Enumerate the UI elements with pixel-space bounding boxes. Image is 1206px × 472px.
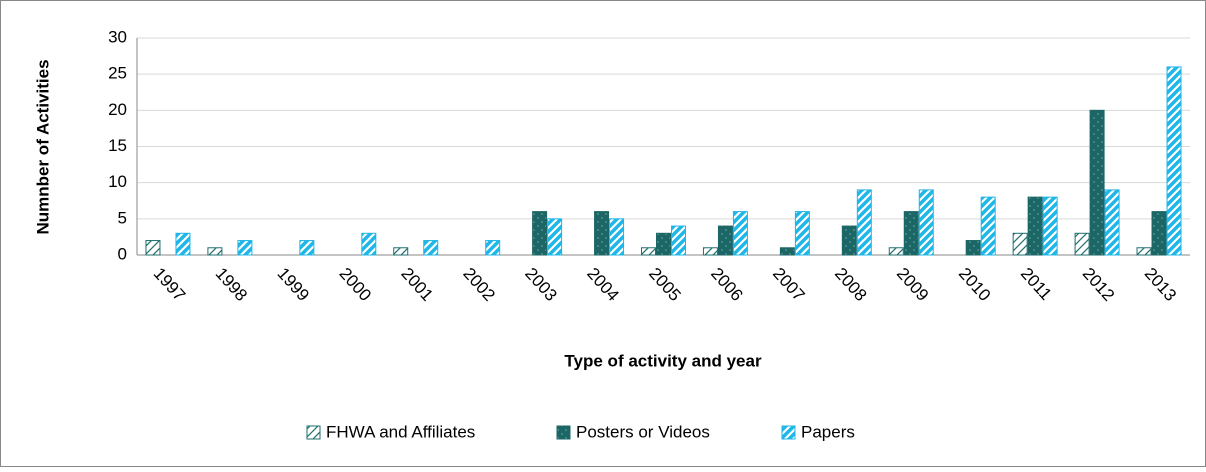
- bar: [779, 247, 795, 256]
- bar: [641, 247, 656, 256]
- bar: [1089, 109, 1105, 256]
- bar: [1104, 189, 1120, 256]
- bar: [888, 247, 904, 256]
- bar: [532, 211, 548, 256]
- y-tick-label: 20: [108, 100, 127, 119]
- bar: [671, 225, 686, 256]
- bar: [1166, 66, 1182, 256]
- bar: [175, 232, 191, 256]
- bar: [656, 232, 671, 256]
- y-tick-label: 15: [108, 136, 127, 155]
- bar: [1012, 232, 1028, 256]
- legend-label: Posters or Videos: [576, 422, 710, 441]
- bar: [1042, 196, 1058, 256]
- bar: [207, 247, 223, 256]
- bar: [856, 189, 872, 256]
- bar: [1027, 196, 1043, 256]
- bar: [609, 218, 625, 256]
- legend-swatch: [781, 425, 796, 440]
- legend-swatch: [306, 425, 321, 440]
- bar: [965, 240, 981, 256]
- bar: [423, 240, 439, 256]
- legend-label: FHWA and Affiliates: [326, 422, 475, 441]
- bar: [1074, 232, 1090, 256]
- bar: [903, 211, 919, 256]
- bar: [702, 247, 718, 256]
- bar: [1151, 211, 1167, 256]
- legend-label: Papers: [801, 422, 855, 441]
- bar: [237, 240, 253, 256]
- bar: [1136, 247, 1152, 256]
- legend-swatch: [556, 425, 571, 440]
- bar: [717, 225, 733, 256]
- y-tick-label: 10: [108, 172, 127, 191]
- bar: [299, 240, 315, 256]
- bar: [145, 240, 161, 256]
- bar: [393, 247, 409, 256]
- y-axis-title: Numnber of Activities: [33, 59, 52, 234]
- bar: [918, 189, 934, 256]
- bar: [594, 211, 610, 256]
- bar: [732, 211, 748, 256]
- y-tick-label: 5: [118, 208, 127, 227]
- y-tick-label: 25: [108, 64, 127, 83]
- bar: [485, 240, 501, 256]
- y-tick-label: 0: [118, 244, 127, 263]
- bar: [547, 218, 563, 256]
- bar: [361, 232, 377, 256]
- x-axis-title: Type of activity and year: [564, 351, 762, 370]
- bar: [794, 211, 810, 256]
- bar: [980, 196, 996, 256]
- bar: [841, 225, 857, 256]
- y-tick-label: 30: [108, 27, 127, 46]
